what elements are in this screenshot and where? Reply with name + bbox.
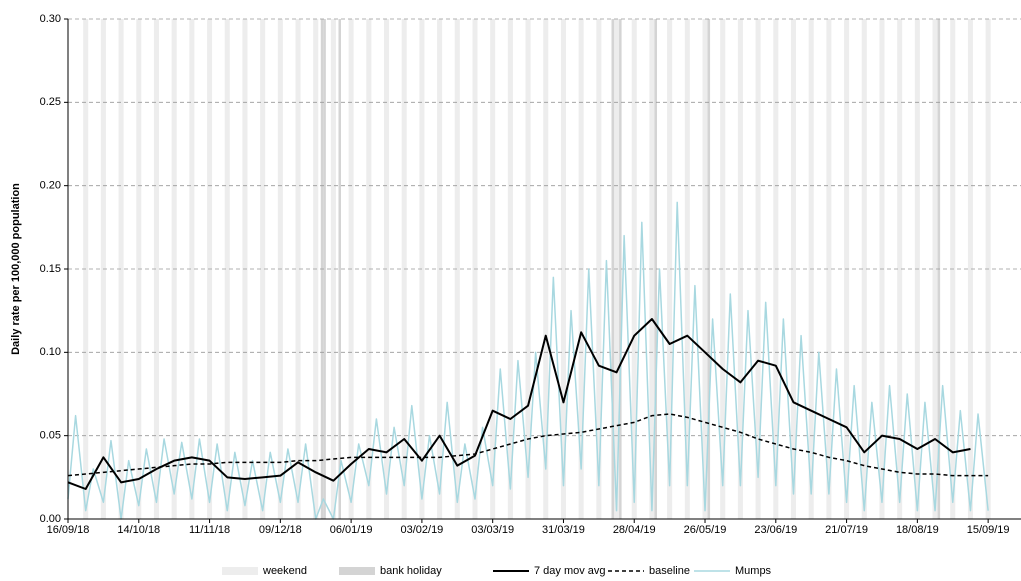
weekend-band xyxy=(189,19,195,519)
weekend-band xyxy=(667,19,673,519)
legend-label: bank holiday xyxy=(380,565,442,577)
weekend-band xyxy=(366,19,372,519)
y-tick-label: 0.05 xyxy=(40,430,61,442)
y-axis-label: Daily rate per 100,000 population xyxy=(10,183,22,355)
bank-holiday-band xyxy=(654,19,657,519)
weekend-band xyxy=(861,19,867,519)
bank-holiday-band xyxy=(323,19,326,519)
x-tick-label: 09/12/18 xyxy=(259,524,302,536)
weekend-band xyxy=(790,19,797,519)
weekend-band xyxy=(153,19,160,519)
legend-label: 7 day mov avg xyxy=(534,565,606,577)
weekend-band xyxy=(295,19,301,519)
bank-holiday-band xyxy=(611,19,615,519)
weekend-band xyxy=(330,19,336,519)
weekend-band xyxy=(897,19,903,519)
legend-label: weekend xyxy=(262,565,307,577)
legend-swatch xyxy=(339,567,375,575)
x-tick-label: 21/07/19 xyxy=(825,524,868,536)
weekend-band xyxy=(755,19,761,519)
y-tick-label: 0.30 xyxy=(40,13,61,25)
weekend-band xyxy=(454,19,460,519)
x-tick-label: 28/04/19 xyxy=(613,524,656,536)
series-line xyxy=(67,318,971,490)
legend-swatch xyxy=(222,567,258,575)
x-tick-label: 23/06/19 xyxy=(754,524,797,536)
y-tick-label: 0.20 xyxy=(40,180,61,192)
weekend-band xyxy=(631,19,637,519)
y-tick-label: 0.10 xyxy=(40,346,61,358)
weekend-band xyxy=(596,19,602,519)
x-tick-label: 11/11/18 xyxy=(189,524,230,536)
legend-label: baseline xyxy=(649,565,690,577)
x-tick-label: 03/02/19 xyxy=(400,524,443,536)
y-tick-label: 0.00 xyxy=(40,513,61,525)
weekend-band xyxy=(118,19,124,519)
bank-holiday-band xyxy=(338,19,342,519)
weekend-band xyxy=(826,19,832,519)
x-tick-label: 26/05/19 xyxy=(684,524,727,536)
x-tick-label: 14/10/18 xyxy=(117,524,160,536)
series-line xyxy=(67,201,989,520)
weekend-band xyxy=(260,19,266,519)
bank-holiday-band xyxy=(619,19,622,519)
legend-label: Mumps xyxy=(735,565,772,577)
x-tick-label: 31/03/19 xyxy=(542,524,585,536)
x-tick-label: 03/03/19 xyxy=(471,524,514,536)
x-tick-label: 16/09/18 xyxy=(47,524,90,536)
series-line xyxy=(67,413,989,477)
weekend-band xyxy=(967,19,973,519)
y-tick-label: 0.25 xyxy=(40,96,61,108)
weekend-band xyxy=(525,19,531,519)
x-tick-label: 15/09/19 xyxy=(967,524,1010,536)
x-tick-label: 06/01/19 xyxy=(330,524,373,536)
y-tick-label: 0.15 xyxy=(40,263,61,275)
x-tick-label: 18/08/19 xyxy=(896,524,939,536)
weekend-band xyxy=(932,19,938,519)
weekend-band xyxy=(224,19,230,519)
weekend-band xyxy=(490,19,496,519)
weekend-band xyxy=(560,19,566,519)
